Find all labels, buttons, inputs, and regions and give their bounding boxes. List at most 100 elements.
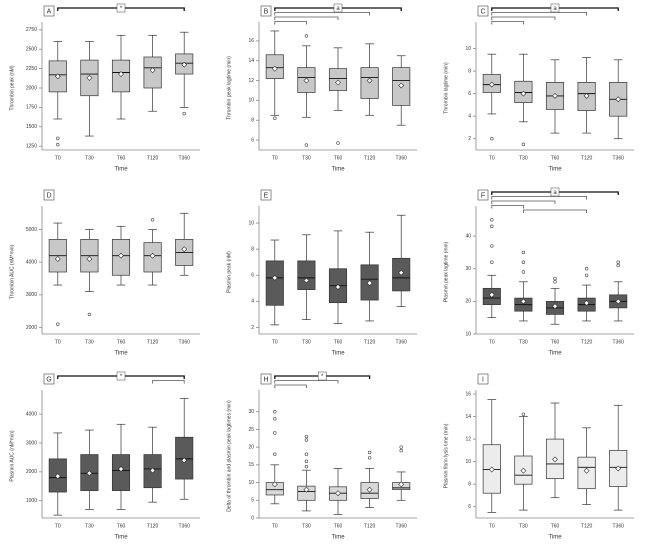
mean-marker	[583, 92, 590, 99]
mean-marker	[583, 467, 590, 474]
mean-marker	[303, 486, 310, 493]
x-tick-label: T60	[117, 155, 126, 161]
mean-marker	[271, 274, 278, 281]
y-axis-label: Thrombin AUC (nM*min)	[9, 244, 15, 299]
panel-label-box	[477, 373, 489, 385]
outlier	[490, 224, 494, 229]
x-axis-label: Time	[548, 167, 562, 173]
outlier	[399, 448, 403, 453]
x-tick-label: T0	[55, 339, 61, 345]
panel: 0 5 10 15 20 25 30 Delta of thrombin and plasmi…	[226, 371, 417, 541]
significance-bracket	[491, 205, 524, 209]
mean-marker	[271, 65, 278, 72]
x-axis-label: Time	[548, 535, 562, 541]
x-tick-label: T360	[178, 523, 190, 529]
y-tick-label: 1250	[26, 143, 37, 149]
y-tick-label: 2250	[26, 66, 37, 72]
y-tick-label: 4	[251, 299, 254, 305]
panel: 6 8 10 12 14 16 Thrombin peak lagtime (min) Tim…	[226, 3, 417, 173]
x-tick-label: T120	[364, 155, 376, 161]
mean-marker	[520, 298, 527, 305]
panel-label-box	[43, 373, 55, 385]
panel: 2 4 6 8 10 Thrombin lagtime (min) Time C T0 T30 T6…	[443, 3, 634, 173]
outlier	[87, 312, 92, 317]
x-tick-label: T360	[612, 155, 624, 161]
mean-marker	[366, 77, 373, 84]
x-tick-label: T30	[519, 523, 528, 529]
x-axis-label: Time	[548, 351, 562, 357]
x-axis-label: Time	[114, 535, 128, 541]
x-tick-label: T360	[612, 523, 624, 529]
mean-marker	[54, 73, 61, 80]
mean-marker	[552, 92, 558, 99]
outlier	[616, 260, 620, 264]
y-tick-label: 20	[248, 444, 254, 450]
x-tick-label: T120	[581, 523, 593, 529]
y-axis-label: Plasmin peak (nM)	[226, 251, 232, 293]
y-tick-label: 1500	[26, 124, 37, 130]
x-tick-label: T60	[334, 523, 343, 529]
panel-label: B	[264, 8, 269, 15]
outlier	[304, 459, 309, 464]
outlier	[336, 141, 340, 145]
y-tick-label: 1750	[26, 105, 37, 111]
outlier	[304, 434, 309, 439]
panel-label: I	[482, 376, 484, 383]
y-axis-label: Plasmin peak lagtime (min)	[443, 242, 449, 303]
significance-bracket	[491, 12, 587, 16]
outlier	[182, 111, 186, 116]
box	[328, 68, 348, 91]
significance-bracket	[274, 12, 370, 16]
y-tick-label: 30	[465, 266, 471, 272]
mean-marker	[86, 256, 93, 262]
x-tick-label: T360	[178, 339, 190, 345]
x-tick-label: T0	[272, 339, 278, 345]
y-axis-label: Delta of thrombin and plasmin peak lagti…	[226, 400, 232, 512]
outlier	[273, 410, 277, 414]
x-axis-label: Time	[114, 167, 128, 173]
mean-marker	[398, 82, 405, 89]
x-tick-label: T30	[85, 155, 94, 161]
mean-marker	[149, 467, 156, 474]
mean-marker	[118, 71, 124, 77]
mean-marker	[583, 300, 590, 306]
outlier	[273, 431, 277, 435]
significance-bracket	[274, 380, 339, 384]
outlier	[304, 452, 309, 456]
panel: 1250 1500 1750 2000 2250 2500 2750 Thrombin pea…	[9, 3, 200, 173]
box	[265, 260, 284, 306]
y-tick-label: 6	[251, 273, 254, 279]
outlier	[56, 322, 60, 326]
mean-marker	[335, 490, 341, 497]
outlier	[367, 456, 372, 460]
panel-label-box	[477, 189, 489, 201]
outlier	[584, 273, 589, 277]
y-axis-label: Thrombin peak (nM)	[9, 65, 15, 110]
x-tick-label: T60	[334, 155, 343, 161]
mean-marker	[181, 457, 188, 464]
mean-marker	[54, 473, 61, 480]
mean-marker	[398, 269, 405, 276]
x-tick-label: T30	[85, 523, 94, 529]
y-tick-label: 2000	[26, 85, 37, 91]
outlier	[490, 137, 494, 141]
significance-label: a	[553, 190, 557, 196]
outlier	[490, 218, 494, 222]
x-tick-label: T360	[612, 339, 624, 345]
outlier	[150, 218, 155, 222]
box	[297, 260, 316, 290]
y-tick-label: 8	[251, 246, 254, 252]
y-tick-label: 10	[465, 46, 471, 52]
mean-marker	[149, 67, 156, 74]
panel: 2 4 6 8 10 Plasmin peak (nM) Time E T0 T30 T60 T120…	[226, 189, 417, 357]
x-tick-label: T0	[489, 523, 495, 529]
mean-marker	[271, 481, 278, 488]
x-axis-label: Time	[331, 535, 345, 541]
significance-label-box	[550, 187, 560, 197]
y-tick-label: 40	[465, 233, 471, 239]
y-tick-label: 10	[465, 331, 471, 337]
panel-label-box	[43, 189, 55, 201]
panel-label: G	[46, 376, 51, 383]
mean-marker	[615, 465, 622, 472]
outlier	[521, 142, 526, 147]
